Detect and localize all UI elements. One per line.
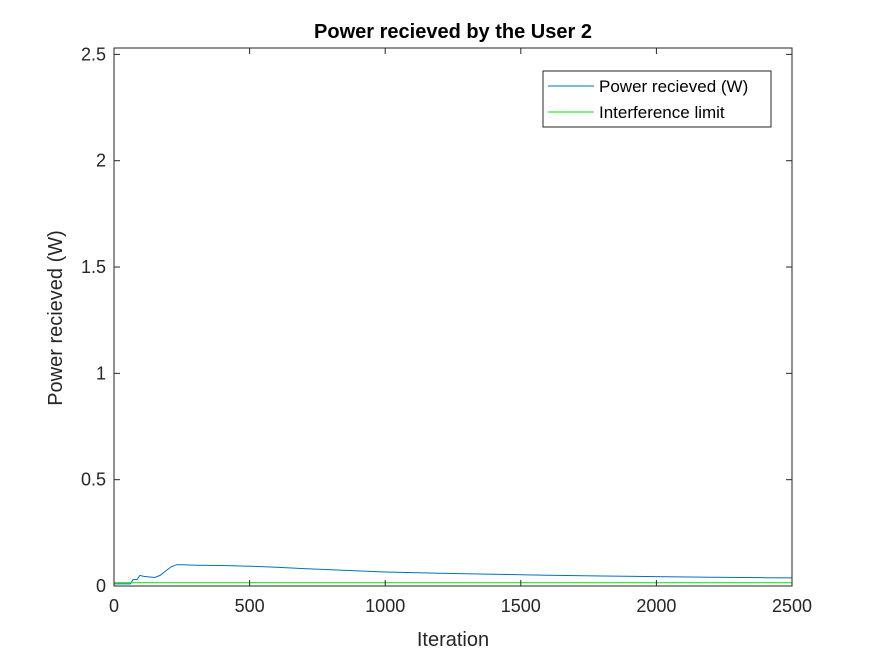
plot-area: 0 500 1000 1500 2000 2500 0 0.5 1 1.5 2 2.5 [81, 44, 812, 616]
legend-entry-label: Power recieved (W) [599, 77, 748, 96]
y-axis-label: Power recieved (W) [45, 230, 67, 406]
x-tick-label: 500 [235, 596, 265, 616]
x-axis-label: Iteration [417, 629, 489, 651]
series-line-1 [114, 564, 793, 585]
y-tick-label: 0.5 [81, 470, 106, 490]
x-tick-label: 2500 [772, 596, 812, 616]
legend-box [542, 70, 772, 128]
legend-entry-label: Interference limit [599, 103, 725, 122]
x-tick-label: 0 [109, 596, 119, 616]
y-tick-label: 2.5 [81, 44, 106, 64]
y-tick-label: 1.5 [81, 257, 106, 277]
legend: Power recieved (W) Interference limit [542, 70, 772, 128]
y-tick-label: 0 [96, 576, 106, 596]
x-tick-label: 1000 [365, 596, 405, 616]
chart-title: Power recieved by the User 2 [314, 21, 592, 43]
x-tick-label: 1500 [501, 596, 541, 616]
x-tick-label: 2000 [636, 596, 676, 616]
y-tick-label: 1 [96, 363, 106, 383]
y-tick-label: 2 [96, 151, 106, 171]
axes-box [113, 47, 793, 587]
